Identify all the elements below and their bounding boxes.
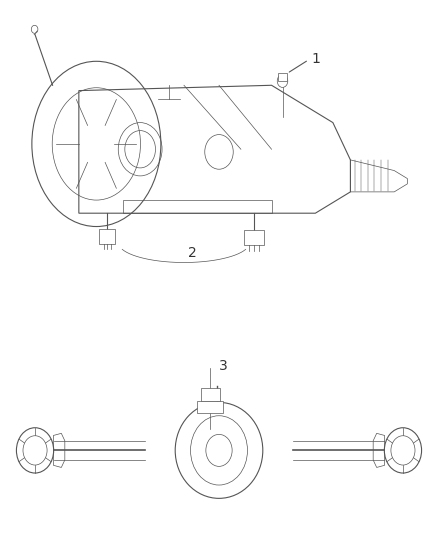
Circle shape <box>277 75 288 87</box>
FancyBboxPatch shape <box>278 73 287 81</box>
Text: 2: 2 <box>188 246 197 260</box>
FancyBboxPatch shape <box>99 229 115 244</box>
FancyBboxPatch shape <box>244 230 264 245</box>
FancyBboxPatch shape <box>197 401 223 413</box>
Text: 3: 3 <box>219 359 228 373</box>
FancyBboxPatch shape <box>201 388 220 401</box>
Text: 1: 1 <box>311 52 320 66</box>
